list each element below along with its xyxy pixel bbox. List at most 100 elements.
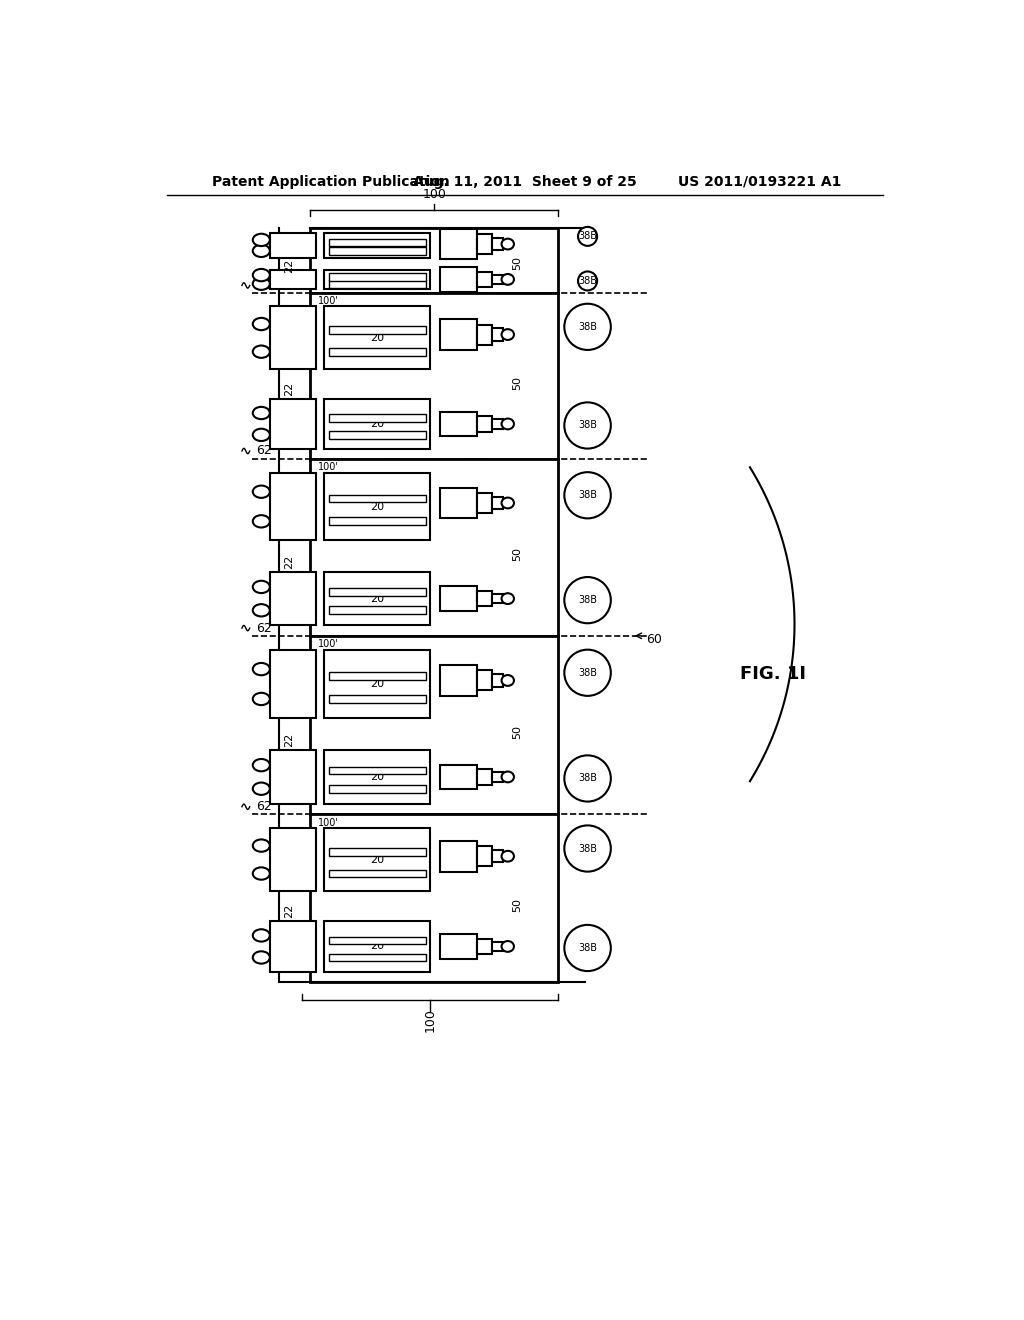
Bar: [270, 399, 316, 449]
Ellipse shape: [253, 867, 270, 879]
Ellipse shape: [253, 234, 270, 246]
Text: 100': 100': [317, 296, 339, 306]
Text: 20: 20: [370, 275, 384, 284]
Text: 20: 20: [370, 772, 384, 781]
Bar: [324, 306, 430, 370]
Text: 20: 20: [370, 418, 384, 429]
Ellipse shape: [253, 277, 270, 290]
Circle shape: [564, 649, 611, 696]
Text: 20: 20: [370, 333, 384, 343]
Ellipse shape: [253, 269, 270, 281]
Text: Patent Application Publication: Patent Application Publication: [212, 174, 450, 189]
Ellipse shape: [502, 239, 514, 249]
Text: 62: 62: [256, 445, 271, 458]
Bar: [439, 665, 477, 696]
Ellipse shape: [253, 605, 270, 616]
Bar: [270, 649, 316, 718]
Bar: [329, 326, 426, 334]
Bar: [329, 589, 426, 597]
Text: 100': 100': [317, 817, 339, 828]
Circle shape: [564, 473, 611, 519]
Text: 38B: 38B: [579, 595, 597, 605]
Text: 38B: 38B: [579, 421, 597, 430]
Ellipse shape: [253, 244, 270, 257]
Text: 50: 50: [512, 898, 522, 912]
Ellipse shape: [253, 581, 270, 593]
Ellipse shape: [502, 593, 514, 605]
Text: 38B: 38B: [579, 843, 597, 854]
Ellipse shape: [253, 783, 270, 795]
Bar: [439, 841, 477, 871]
Bar: [310, 293, 558, 459]
Text: 38B: 38B: [579, 322, 597, 331]
Bar: [324, 399, 430, 449]
Bar: [329, 953, 426, 961]
Bar: [493, 496, 503, 510]
Ellipse shape: [502, 941, 514, 952]
Bar: [329, 495, 426, 503]
Bar: [493, 772, 503, 781]
Bar: [439, 935, 477, 958]
Text: 20: 20: [370, 941, 384, 952]
Text: 38B: 38B: [579, 276, 597, 286]
Text: 22: 22: [285, 259, 294, 273]
Bar: [477, 770, 493, 784]
Bar: [439, 267, 477, 292]
Text: 50: 50: [512, 256, 522, 271]
Bar: [477, 234, 493, 253]
Ellipse shape: [253, 840, 270, 851]
Text: 100: 100: [422, 187, 446, 201]
Bar: [310, 636, 558, 814]
Ellipse shape: [253, 318, 270, 330]
Bar: [329, 870, 426, 878]
Circle shape: [564, 925, 611, 972]
Ellipse shape: [502, 498, 514, 508]
Text: 62: 62: [256, 622, 271, 635]
Bar: [439, 412, 477, 436]
Circle shape: [578, 227, 597, 246]
Bar: [439, 764, 477, 789]
Bar: [324, 572, 430, 626]
Bar: [324, 649, 430, 718]
Bar: [329, 280, 426, 288]
Ellipse shape: [253, 663, 270, 676]
Bar: [493, 594, 503, 603]
Bar: [329, 414, 426, 422]
Text: 50: 50: [512, 376, 522, 389]
Text: 22: 22: [285, 554, 294, 569]
Bar: [329, 672, 426, 680]
Bar: [270, 828, 316, 891]
Text: US 2011/0193221 A1: US 2011/0193221 A1: [678, 174, 841, 189]
Bar: [329, 767, 426, 775]
Bar: [493, 275, 503, 284]
Text: 20: 20: [370, 594, 384, 603]
Bar: [270, 572, 316, 626]
Bar: [329, 432, 426, 438]
Bar: [324, 269, 430, 289]
Ellipse shape: [253, 952, 270, 964]
Text: 100': 100': [317, 462, 339, 471]
Text: 50: 50: [512, 548, 522, 561]
Text: 100: 100: [424, 1008, 437, 1032]
Circle shape: [564, 577, 611, 623]
Bar: [477, 671, 493, 690]
Bar: [439, 319, 477, 350]
Bar: [329, 517, 426, 525]
Ellipse shape: [502, 329, 514, 341]
Text: 100': 100': [317, 639, 339, 649]
Bar: [270, 750, 316, 804]
Bar: [477, 492, 493, 513]
Ellipse shape: [253, 486, 270, 498]
Bar: [310, 459, 558, 636]
Bar: [493, 329, 503, 341]
Text: 20: 20: [370, 240, 384, 251]
Bar: [477, 939, 493, 954]
Ellipse shape: [502, 771, 514, 783]
Ellipse shape: [502, 675, 514, 686]
Text: 20: 20: [370, 678, 384, 689]
Text: 20: 20: [370, 502, 384, 512]
Bar: [329, 847, 426, 855]
Ellipse shape: [253, 407, 270, 420]
Bar: [270, 921, 316, 972]
Bar: [270, 232, 316, 257]
